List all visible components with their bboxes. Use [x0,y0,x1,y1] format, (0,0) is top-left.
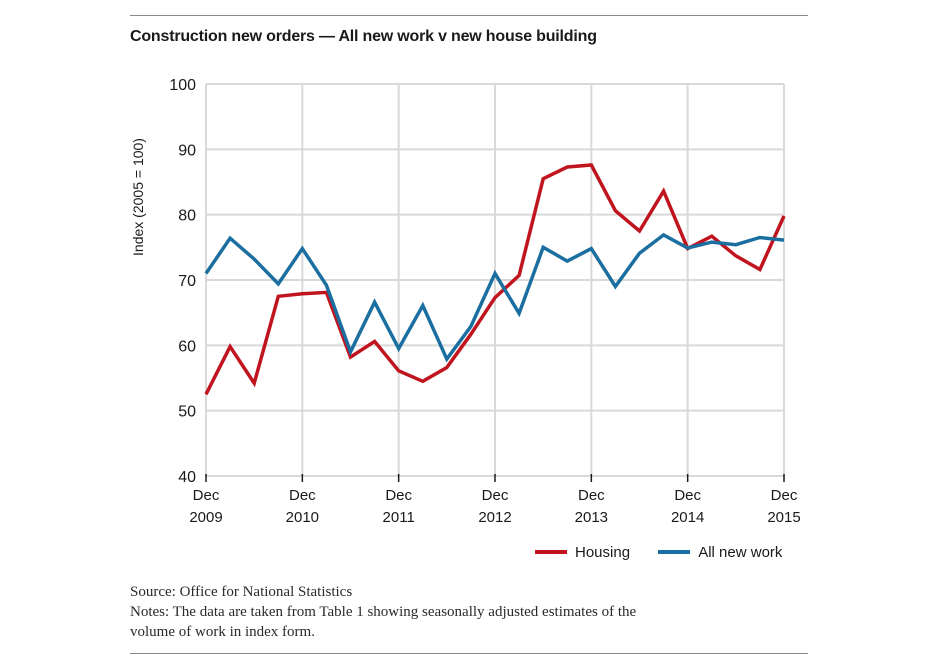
x-tick-label-month: Dec [674,487,701,504]
bottom-rule [130,653,808,654]
x-tick-label-month: Dec [482,487,509,504]
y-tick-label: 100 [169,77,196,94]
notes-line-2: volume of work in index form. [130,624,315,640]
x-tick-label-year: 2013 [575,509,608,526]
legend-label-all-new-work: All new work [698,543,783,561]
y-tick-label: 50 [178,404,196,421]
series-line-all-new-work [204,232,785,363]
x-tick-label-month: Dec [385,487,412,504]
x-axis-ticks: Dec 2009 Dec 2010 Dec 2011 Dec 2012 Dec 2013 Dec 20… [189,474,801,526]
x-tick-label-year: 2011 [383,509,415,526]
y-tick-label: 90 [178,142,196,159]
notes-line-1: Notes: The data are taken from Table 1 s… [130,604,637,620]
series-lines [204,163,786,396]
y-tick-label: 70 [178,273,196,290]
y-axis-ticks: 40 50 60 70 80 90 100 [169,77,196,486]
gridlines [205,83,785,477]
source-note: Source: Office for National Statistics [130,584,353,600]
x-tick-label-year: 2012 [478,509,511,526]
legend-label-housing: Housing [575,543,631,561]
chart-title: Construction new orders — All new work v… [130,28,597,45]
top-rule [130,15,808,16]
legend-item-all-new-work: All new work [658,544,782,561]
legend: Housing All new work [535,541,806,561]
legend-swatch-housing [535,550,567,554]
x-tick-label-month: Dec [578,487,605,504]
x-tick-label-year: 2009 [189,509,222,526]
y-tick-label: 80 [178,208,196,225]
notes: Source: Office for National Statistics N… [130,582,790,642]
x-tick-label-year: 2010 [286,509,319,526]
x-tick-label-year: 2014 [671,509,704,526]
y-axis-label: Index (2005 = 100) [130,138,146,256]
x-tick-label-year: 2015 [767,509,800,526]
y-tick-label: 40 [178,469,196,486]
x-tick-label-month: Dec [193,487,220,504]
legend-swatch-all-new-work [658,550,691,554]
x-tick-label-month: Dec [771,487,798,504]
y-tick-label: 60 [178,338,196,355]
x-tick-label-month: Dec [289,487,316,504]
legend-item-housing: Housing [535,544,630,561]
